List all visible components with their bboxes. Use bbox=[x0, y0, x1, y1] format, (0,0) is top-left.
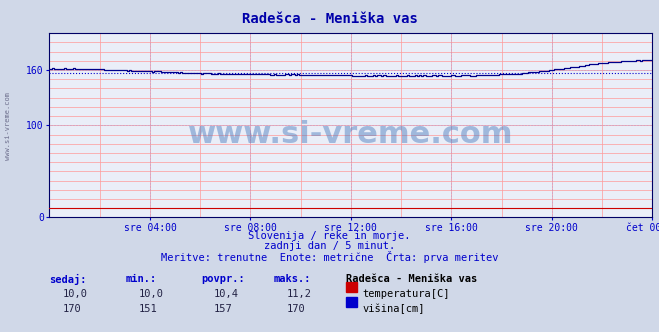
Text: 151: 151 bbox=[138, 304, 157, 314]
Text: 170: 170 bbox=[63, 304, 81, 314]
Text: zadnji dan / 5 minut.: zadnji dan / 5 minut. bbox=[264, 241, 395, 251]
Text: www.si-vreme.com: www.si-vreme.com bbox=[5, 92, 11, 160]
Text: 11,2: 11,2 bbox=[287, 289, 312, 299]
Text: Radešca - Meniška vas: Radešca - Meniška vas bbox=[346, 274, 477, 284]
Text: 157: 157 bbox=[214, 304, 233, 314]
Text: 170: 170 bbox=[287, 304, 305, 314]
Text: temperatura[C]: temperatura[C] bbox=[362, 289, 450, 299]
Text: višina[cm]: višina[cm] bbox=[362, 304, 425, 314]
Text: 10,0: 10,0 bbox=[138, 289, 163, 299]
Text: Slovenija / reke in morje.: Slovenija / reke in morje. bbox=[248, 231, 411, 241]
Text: povpr.:: povpr.: bbox=[201, 274, 244, 284]
Text: maks.:: maks.: bbox=[273, 274, 311, 284]
Text: min.:: min.: bbox=[125, 274, 156, 284]
Text: Radešca - Meniška vas: Radešca - Meniška vas bbox=[242, 12, 417, 26]
Text: 10,4: 10,4 bbox=[214, 289, 239, 299]
Text: 10,0: 10,0 bbox=[63, 289, 88, 299]
Text: www.si-vreme.com: www.si-vreme.com bbox=[188, 120, 513, 149]
Text: Meritve: trenutne  Enote: metrične  Črta: prva meritev: Meritve: trenutne Enote: metrične Črta: … bbox=[161, 251, 498, 263]
Text: sedaj:: sedaj: bbox=[49, 274, 87, 285]
